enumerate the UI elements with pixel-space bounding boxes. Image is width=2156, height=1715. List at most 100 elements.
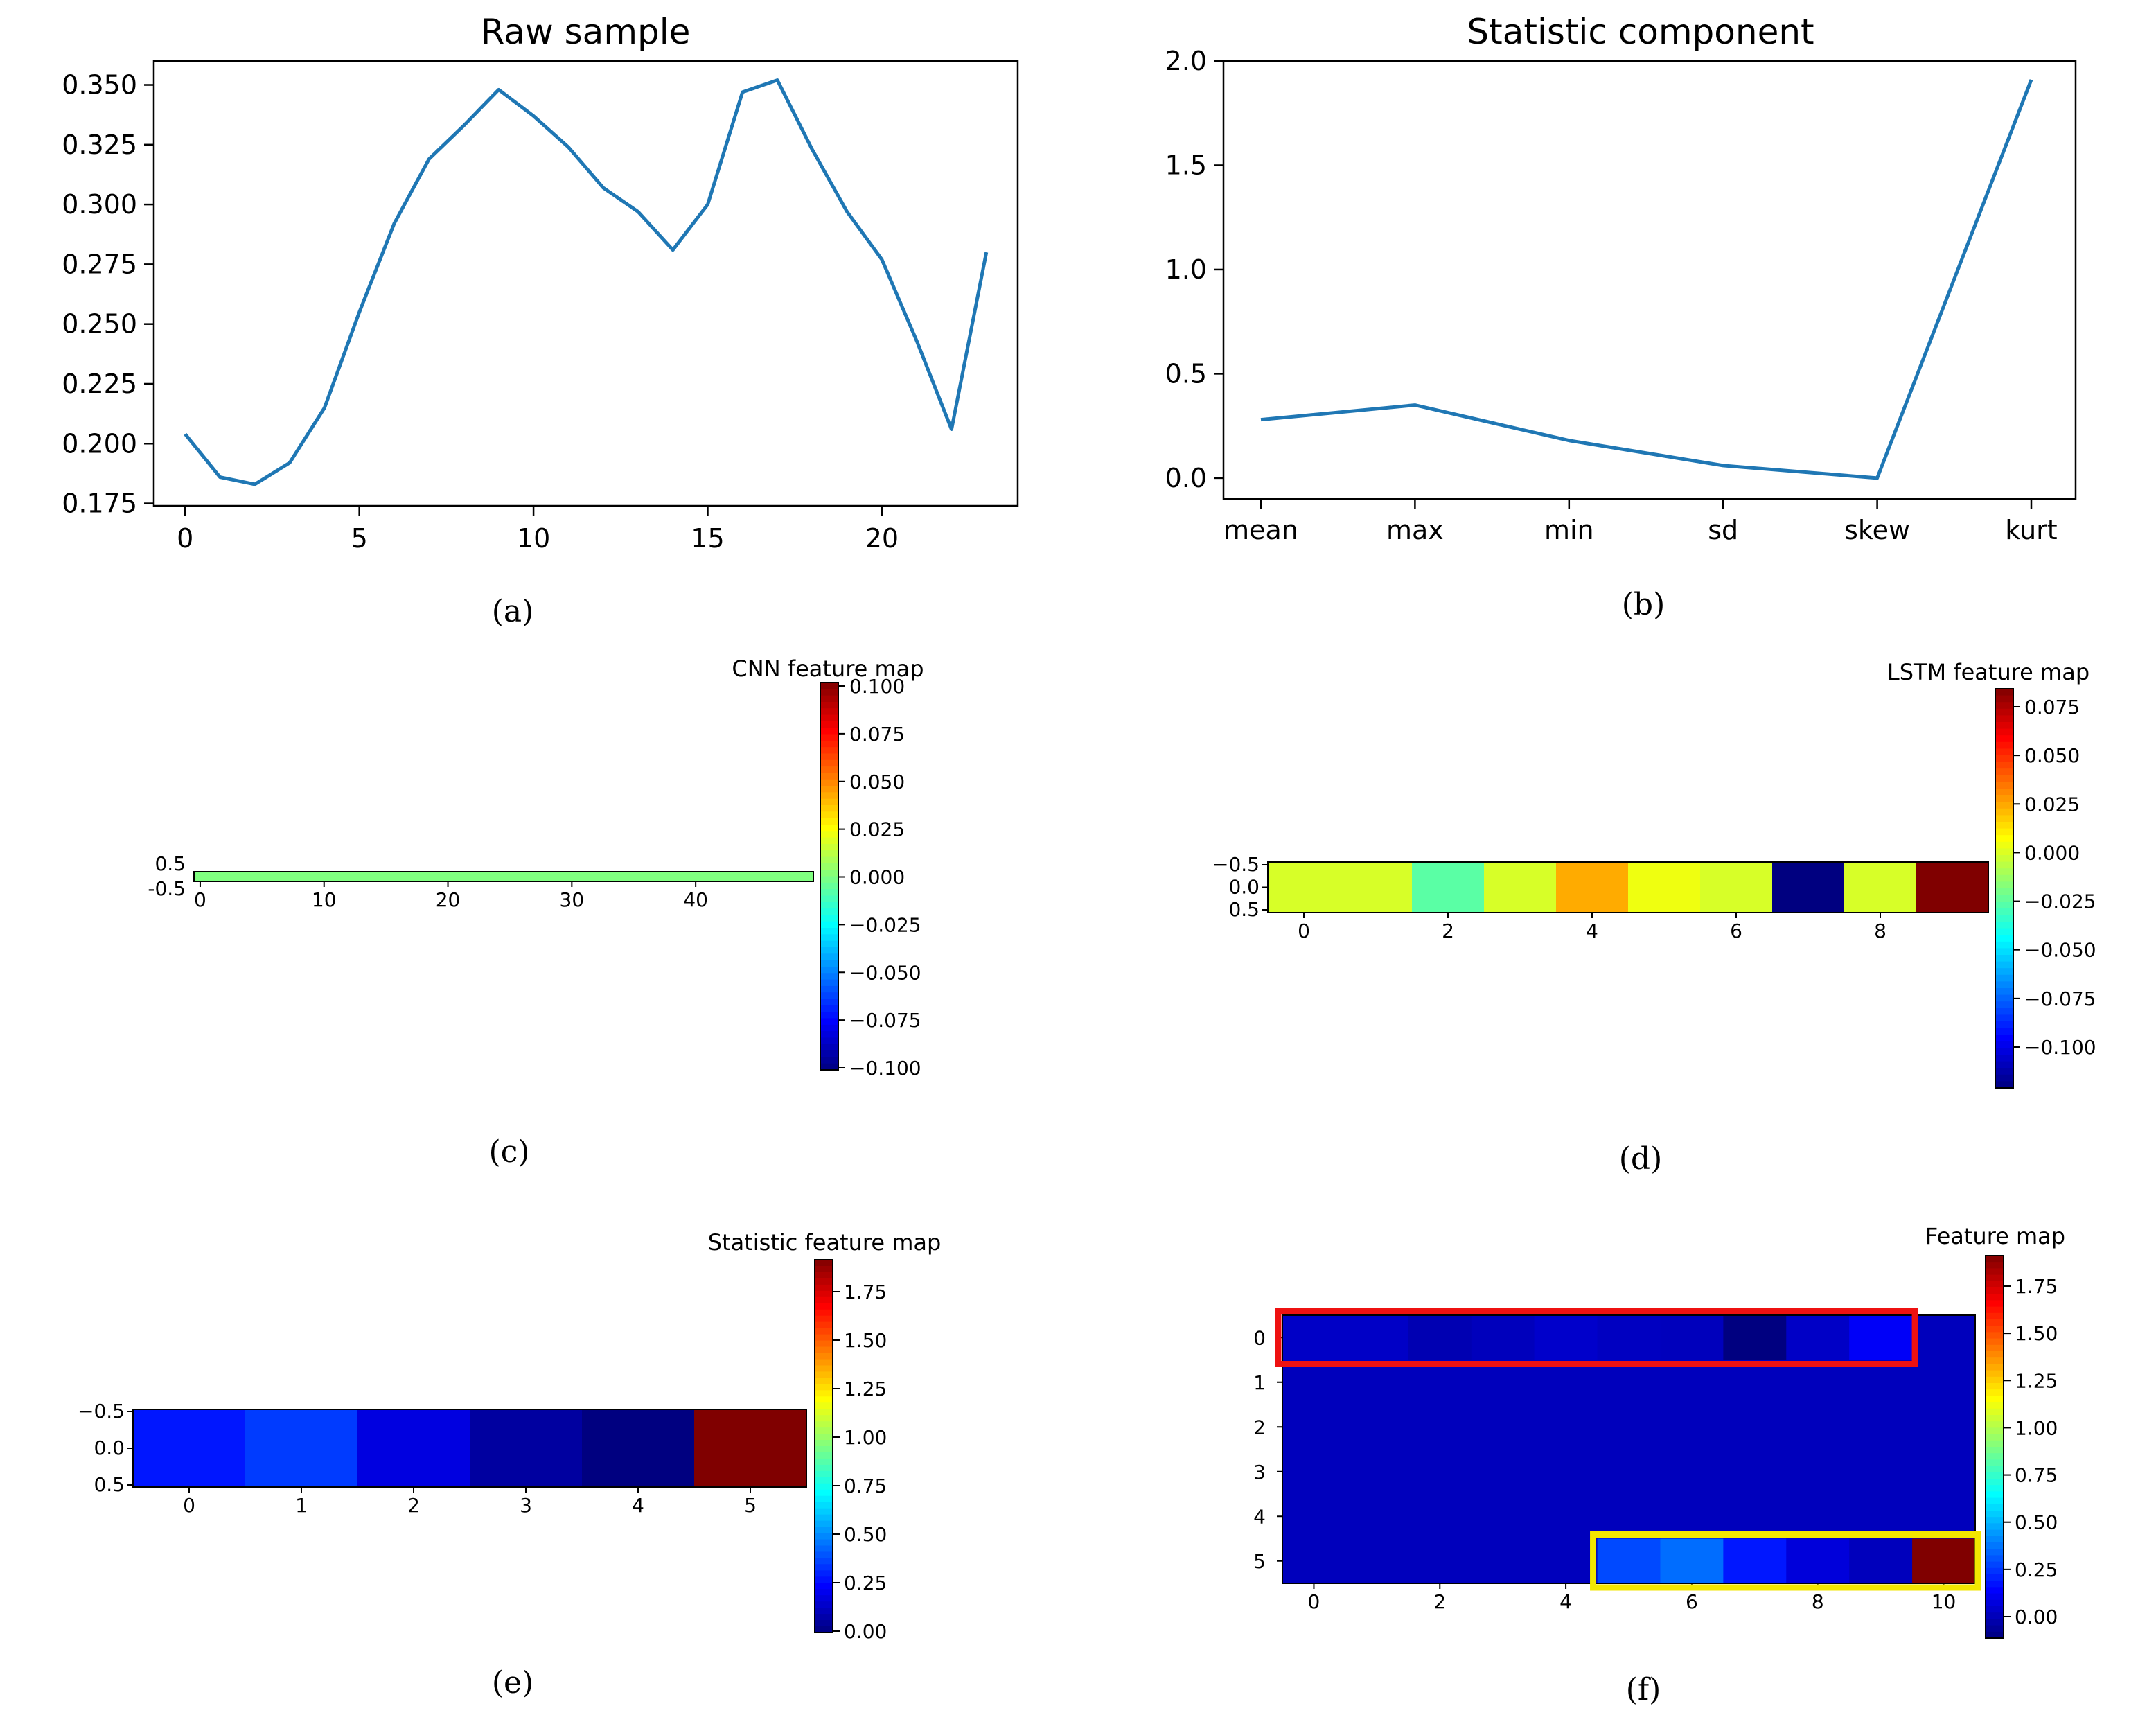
colorbar-gradient-segment: [820, 999, 838, 1006]
colorbar-gradient-segment: [1986, 1427, 2004, 1435]
colorbar-tick-label: 0.50: [844, 1523, 887, 1546]
panel-f-heatmap-cell: [1408, 1315, 1472, 1361]
colorbar-tick-label: −0.100: [2024, 1036, 2096, 1059]
panel-d-x-tick-label: 6: [1730, 920, 1742, 942]
colorbar-gradient-segment: [1986, 1357, 2004, 1365]
colorbar-gradient-segment: [1986, 1326, 2004, 1333]
panel-d-heatmap-cell: [1556, 862, 1629, 913]
colorbar-gradient-segment: [820, 740, 838, 748]
panel-c-heatmap-cell: [293, 872, 306, 881]
panel-c-heatmap-cell: [504, 872, 517, 881]
colorbar-gradient-segment: [815, 1434, 833, 1441]
panel-d-caption: (d): [1619, 1141, 1663, 1177]
panel-d-x-tick-label: 4: [1586, 920, 1598, 942]
colorbar-gradient-segment: [820, 689, 838, 696]
colorbar-gradient-segment: [1995, 888, 2013, 896]
panel-f-heatmap-cell: [1345, 1449, 1409, 1495]
panel-f-heatmap-cell: [1345, 1405, 1409, 1450]
colorbar-gradient-segment: [1995, 715, 2013, 723]
colorbar-gradient-segment: [820, 747, 838, 755]
panel-c-heatmap-cell: [801, 872, 814, 881]
panel-f-heatmap-cell: [1282, 1405, 1346, 1450]
panel-e-heatmap-cell: [582, 1409, 695, 1487]
colorbar-gradient-segment: [820, 870, 838, 877]
colorbar-gradient-segment: [815, 1464, 833, 1472]
colorbar-tick-label: 0.075: [2024, 696, 2080, 719]
colorbar-gradient-segment: [820, 889, 838, 897]
panel-e-heatmap-cell: [694, 1409, 807, 1487]
colorbar-frame: [814, 1259, 833, 1633]
colorbar-gradient-segment: [1986, 1574, 2004, 1582]
panel-a-x-tick-label: 15: [691, 523, 724, 554]
panel-f-heatmap-cell: [1912, 1449, 1976, 1495]
panel-f-x-tick-label: 0: [1308, 1590, 1320, 1613]
colorbar-tick-label: 1.25: [2015, 1369, 2058, 1392]
colorbar-gradient-segment: [820, 831, 838, 838]
colorbar-gradient-segment: [1986, 1402, 2004, 1409]
panel-f-heatmap-cell: [1408, 1360, 1472, 1405]
panel-f-heatmap-cell: [1471, 1315, 1535, 1361]
colorbar-gradient-segment: [820, 973, 838, 980]
panel-f-caption: (f): [1626, 1672, 1661, 1707]
panel-d-heatmap-cell: [1916, 862, 1989, 913]
panel-f-highlight-lstm-region: [1275, 1308, 1918, 1367]
panel-c-x-tick-label: 40: [683, 888, 708, 911]
panel-b-y-tick-label: 1.5: [1165, 150, 1207, 180]
colorbar-gradient-segment: [815, 1502, 833, 1509]
colorbar-gradient-segment: [820, 708, 838, 716]
panel-f-heatmap-cell: [1786, 1538, 1850, 1584]
colorbar-gradient-segment: [815, 1409, 833, 1416]
colorbar-gradient-segment: [1986, 1306, 2004, 1314]
panel-c-y-tick-label: 0.5: [154, 852, 186, 875]
colorbar-gradient-segment: [820, 843, 838, 852]
colorbar-gradient-segment: [820, 928, 838, 935]
panel-a-series-line: [184, 78, 989, 486]
colorbar-gradient-segment: [1995, 902, 2013, 909]
colorbar-gradient-segment: [1995, 915, 2013, 922]
colorbar-tick-label: 1.25: [844, 1378, 887, 1400]
panel-e-x-tick-label: 5: [744, 1494, 757, 1517]
colorbar-gradient-segment: [815, 1296, 833, 1304]
colorbar-gradient-segment: [1995, 708, 2013, 716]
colorbar-gradient-segment: [1986, 1294, 2004, 1301]
colorbar-gradient-segment: [820, 915, 838, 922]
colorbar-gradient-segment: [820, 1050, 838, 1058]
panel-f-x-tick-label: 10: [1932, 1590, 1956, 1613]
colorbar-gradient-segment: [1995, 722, 2013, 730]
panel-c-heatmap-cell: [739, 872, 752, 881]
colorbar-tick-label: −0.075: [849, 1009, 921, 1032]
colorbar-tick-label: 0.025: [849, 818, 905, 841]
colorbar-tick-label: 0.75: [2015, 1464, 2058, 1487]
colorbar-gradient-segment: [815, 1545, 833, 1553]
colorbar-tick-label: 0.00: [844, 1620, 887, 1643]
panel-c-heatmap-cell: [540, 872, 554, 881]
colorbar-gradient-segment: [1995, 689, 2013, 696]
panel-e-colorbar-title: Statistic feature map: [708, 1229, 942, 1256]
panel-c-x-tick-label: 20: [436, 888, 461, 911]
colorbar-gradient-segment: [1995, 1021, 2013, 1029]
panel-b-x-tick-label: max: [1386, 515, 1444, 545]
panel-c-heatmap-cell: [330, 872, 344, 881]
panel-c-cnn-feature-map: CNN feature map 0 10 20 30 40 0.5-0.5 0.100 0…: [148, 656, 924, 1170]
colorbar-gradient-segment: [1995, 855, 2013, 863]
panel-e-x-tick-label: 0: [183, 1494, 195, 1517]
colorbar-gradient-segment: [820, 1037, 838, 1045]
colorbar-gradient-segment: [1995, 988, 2013, 996]
colorbar-tick-label: 0.050: [849, 771, 905, 793]
panel-c-heatmap-cell: [305, 872, 319, 881]
panel-f-heatmap-cell: [1471, 1405, 1535, 1450]
colorbar-gradient-segment: [820, 863, 838, 871]
colorbar-gradient-segment: [1995, 941, 2013, 949]
colorbar-gradient-segment: [1986, 1606, 2004, 1614]
colorbar-gradient-segment: [820, 805, 838, 813]
colorbar-gradient-segment: [1986, 1338, 2004, 1346]
colorbar-gradient-segment: [815, 1334, 833, 1342]
colorbar-gradient-segment: [1995, 841, 2013, 850]
panel-f-heatmap-cell: [1723, 1538, 1787, 1584]
panel-f-heatmap-cell: [1345, 1315, 1409, 1361]
colorbar-gradient-segment: [1986, 1485, 2004, 1493]
panel-f-heatmap-cell: [1597, 1538, 1661, 1584]
colorbar-gradient-segment: [815, 1589, 833, 1597]
colorbar-tick-label: 0.025: [2024, 793, 2080, 816]
